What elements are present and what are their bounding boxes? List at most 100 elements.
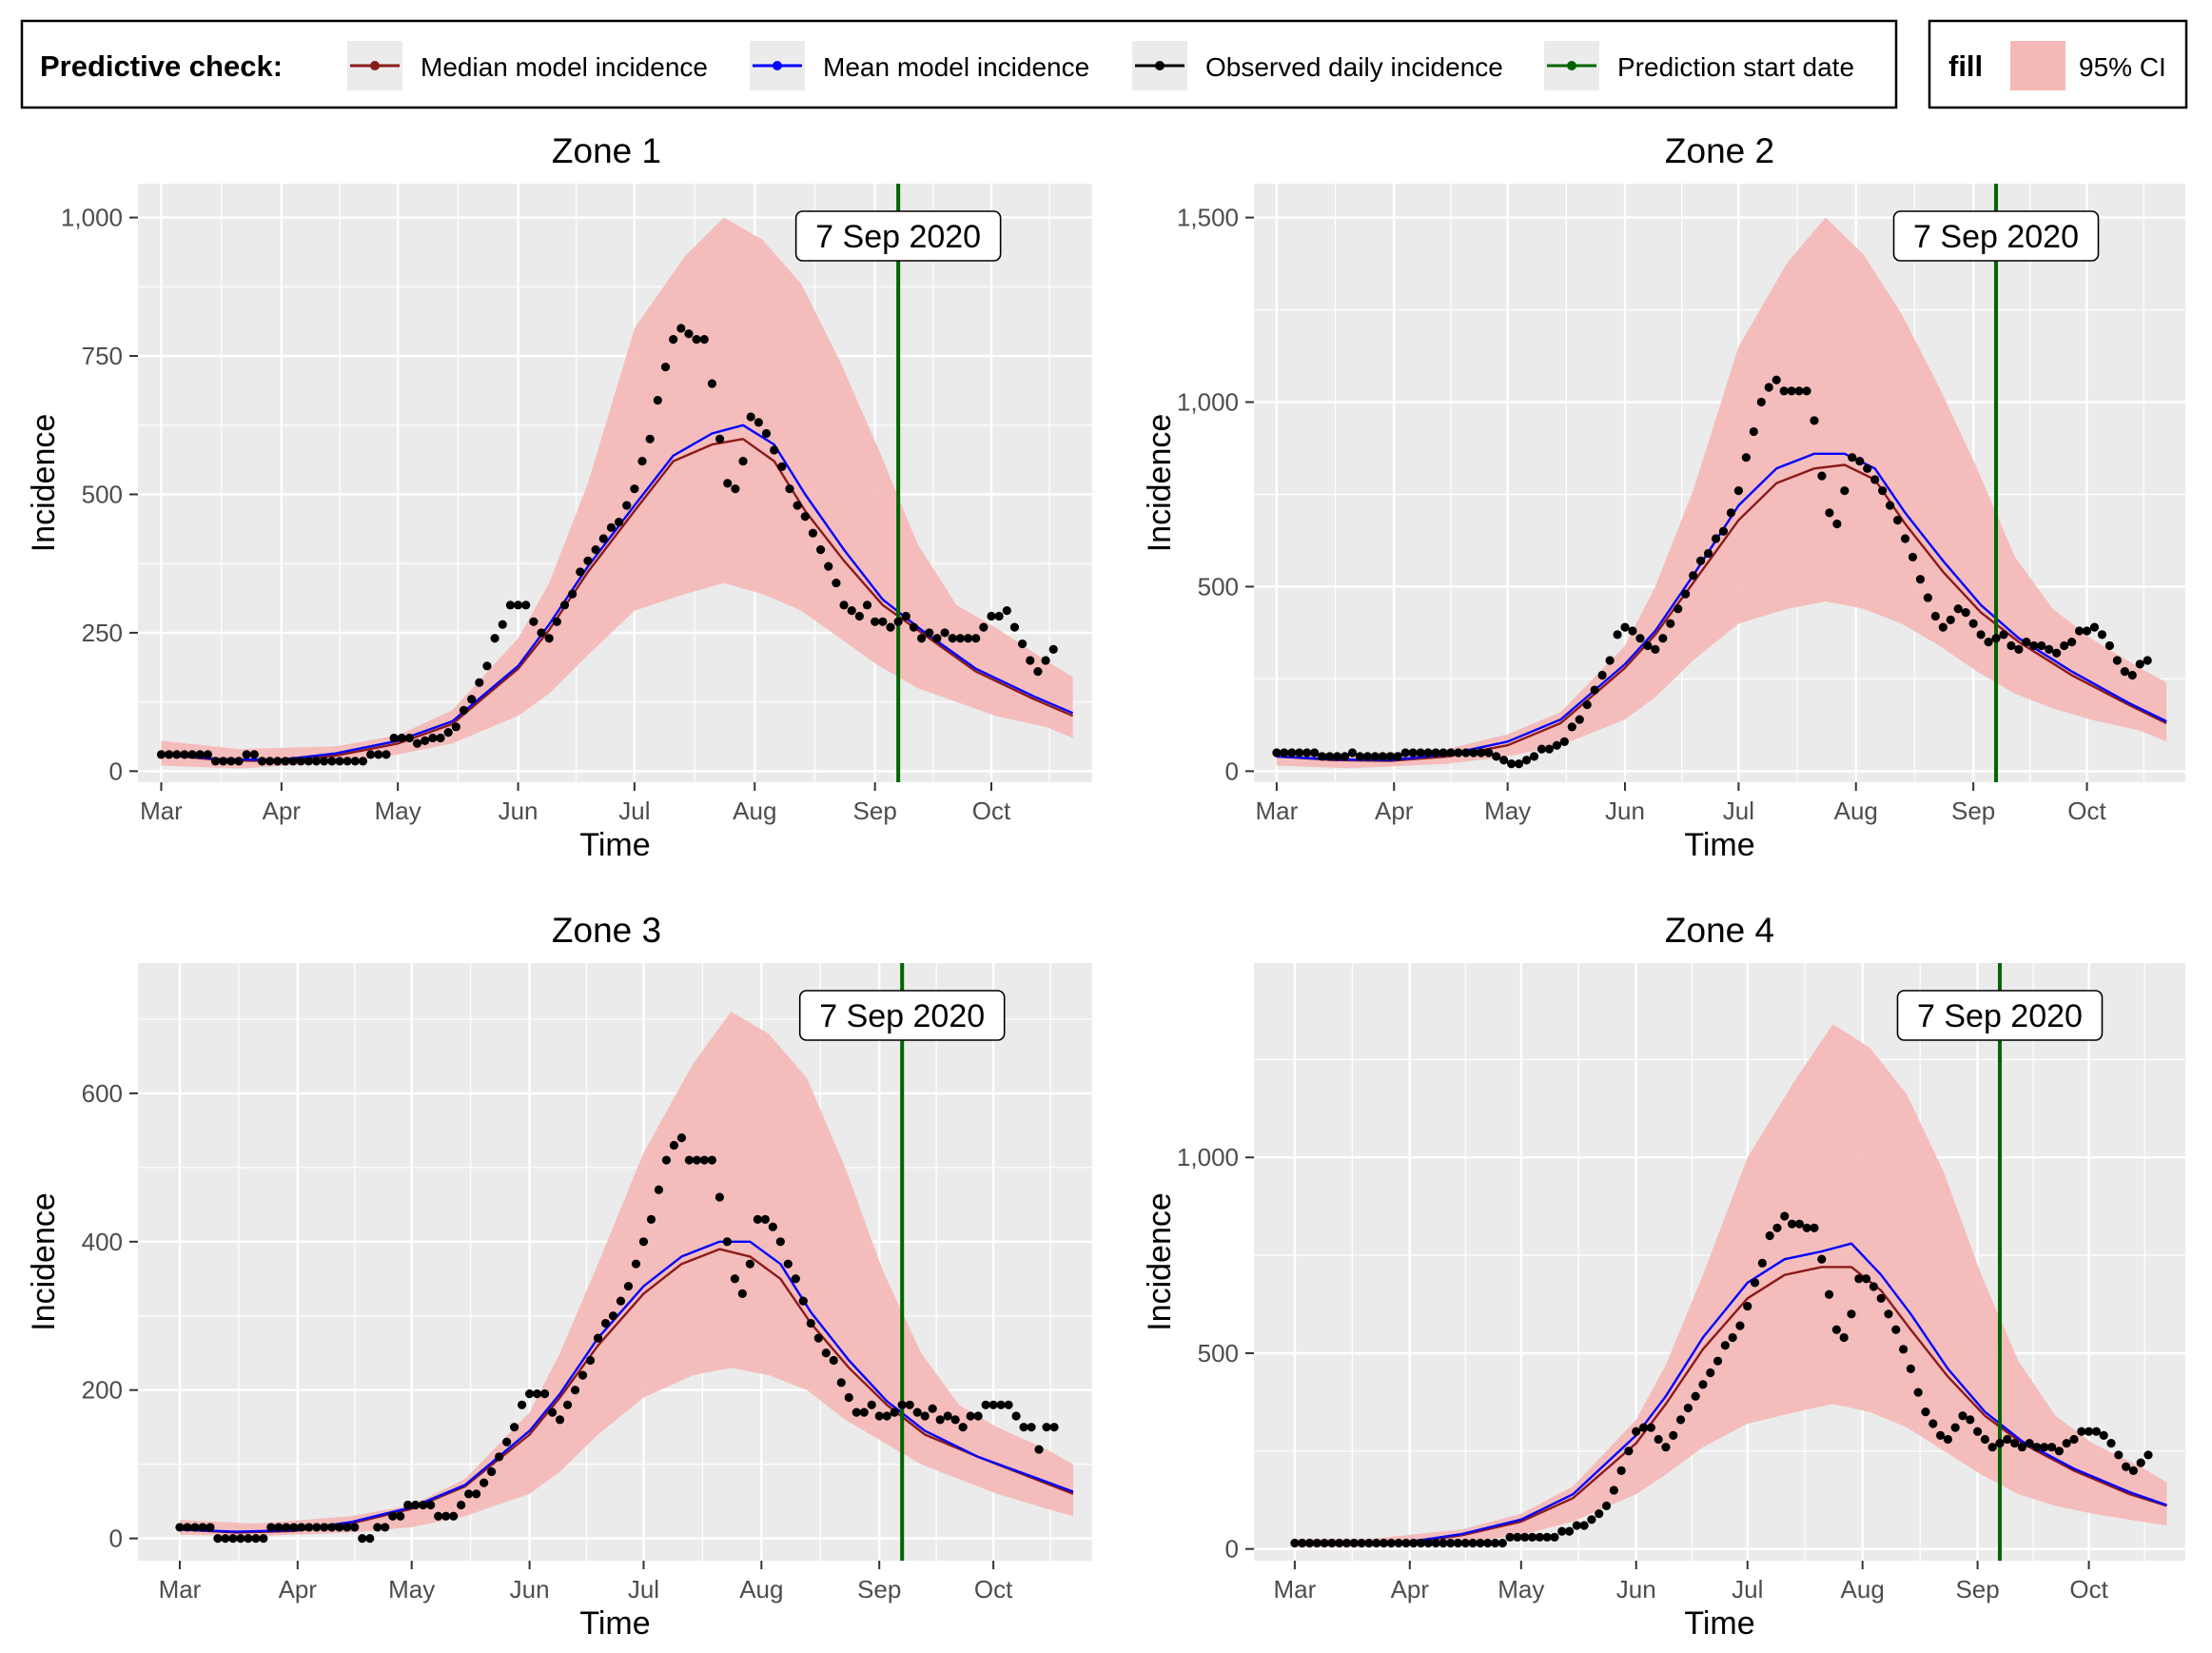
observed-point: [1520, 1532, 1530, 1542]
observed-point: [257, 757, 267, 766]
observed-point: [1613, 630, 1622, 640]
observed-point: [1018, 639, 1028, 649]
x-tick-label: Jul: [618, 797, 650, 825]
observed-point: [487, 1466, 497, 1477]
y-axis-label: Incidence: [26, 1192, 62, 1331]
observed-point: [1312, 1538, 1321, 1548]
observed-point: [854, 611, 864, 621]
observed-point: [1683, 1403, 1693, 1413]
observed-point: [441, 1511, 451, 1521]
observed-point: [1711, 534, 1721, 543]
x-tick-label: Jul: [1732, 1575, 1763, 1604]
observed-point: [660, 363, 671, 372]
observed-point: [2009, 1438, 2020, 1448]
observed-point: [1575, 715, 1584, 724]
observed-point: [1280, 748, 1289, 758]
observed-point: [1009, 622, 1020, 632]
observed-point: [1646, 1423, 1655, 1432]
observed-point: [228, 1534, 238, 1544]
observed-point: [783, 1259, 793, 1269]
y-tick-label: 600: [82, 1079, 123, 1108]
observed-point: [404, 733, 415, 743]
y-tick-label: 0: [109, 1525, 123, 1553]
observed-point: [1968, 619, 1978, 628]
observed-point: [198, 1523, 207, 1532]
x-tick-label: Sep: [857, 1575, 901, 1604]
annotation-label: 7 Sep 2020: [815, 219, 981, 255]
observed-point: [912, 1407, 922, 1417]
observed-point: [304, 1523, 314, 1532]
observed-point: [1544, 744, 1555, 754]
observed-point: [1335, 1538, 1344, 1548]
y-tick-label: 1,500: [1177, 204, 1239, 232]
observed-point: [1601, 1501, 1612, 1511]
observed-point: [1318, 752, 1327, 761]
x-tick-label: Mar: [159, 1575, 202, 1604]
observed-point: [1034, 1445, 1044, 1454]
observed-point: [320, 1523, 329, 1532]
observed-point: [948, 634, 957, 643]
x-tick-label: Jul: [1723, 797, 1754, 825]
observed-point: [1892, 516, 1903, 525]
observed-point: [1847, 1309, 1856, 1319]
observed-point: [1552, 740, 1561, 750]
observed-point: [2032, 1443, 2042, 1452]
observed-point: [1002, 606, 1011, 616]
observed-point: [297, 1523, 306, 1532]
observed-point: [2025, 1438, 2034, 1448]
observed-point: [2120, 667, 2129, 677]
observed-point: [475, 678, 484, 687]
x-tick-label: Jun: [1616, 1575, 1656, 1604]
observed-point: [684, 1155, 695, 1165]
annotation-box: [794, 210, 1002, 262]
y-tick-label: 500: [1198, 572, 1239, 600]
observed-point: [1756, 397, 1766, 407]
observed-point: [464, 1489, 474, 1499]
observed-point: [798, 1296, 808, 1306]
observed-point: [1033, 667, 1043, 677]
observed-point: [1839, 1332, 1849, 1343]
observed-point: [265, 757, 275, 766]
observed-point: [1779, 386, 1789, 396]
observed-point: [928, 1404, 937, 1413]
y-tick-label: 250: [82, 619, 123, 647]
y-tick-label: 0: [109, 757, 123, 785]
observed-point: [646, 1214, 656, 1225]
y-tick-label: 0: [1225, 757, 1239, 785]
observed-point: [654, 1185, 664, 1194]
observed-point: [645, 434, 655, 443]
observed-point: [1587, 1515, 1596, 1525]
observed-point: [327, 1523, 337, 1532]
observed-point: [449, 1511, 459, 1521]
observed-point: [824, 561, 833, 571]
observed-point: [1938, 622, 1948, 632]
observed-point: [2006, 640, 2016, 651]
x-tick-label: Sep: [853, 797, 897, 825]
observed-point: [472, 1489, 481, 1499]
observed-point: [684, 329, 694, 339]
observed-point: [1908, 552, 1918, 562]
observed-point: [815, 545, 826, 555]
observed-point: [844, 1392, 853, 1403]
observed-point: [1386, 1538, 1396, 1548]
observed-point: [1298, 1538, 1307, 1548]
median-line: [179, 1248, 1074, 1534]
observed-point: [382, 750, 391, 759]
observed-point: [1559, 737, 1569, 746]
observed-point: [989, 1400, 998, 1409]
observed-point: [1689, 571, 1698, 581]
x-tick-label: Oct: [974, 1575, 1013, 1604]
observed-point: [593, 1333, 603, 1343]
legend-item-mean: Mean model incidence: [750, 41, 1089, 90]
observed-point: [791, 1274, 800, 1284]
observed-point: [1863, 463, 1872, 473]
observed-point: [259, 1534, 268, 1544]
observed-point: [1713, 1356, 1723, 1366]
observed-point: [1913, 1387, 1923, 1397]
observed-point: [1923, 593, 1932, 602]
x-tick-label: Oct: [2069, 1575, 2108, 1604]
observed-point: [273, 757, 283, 766]
observed-point: [1567, 722, 1576, 732]
observed-point: [1743, 1301, 1752, 1311]
observed-point: [882, 1411, 891, 1421]
